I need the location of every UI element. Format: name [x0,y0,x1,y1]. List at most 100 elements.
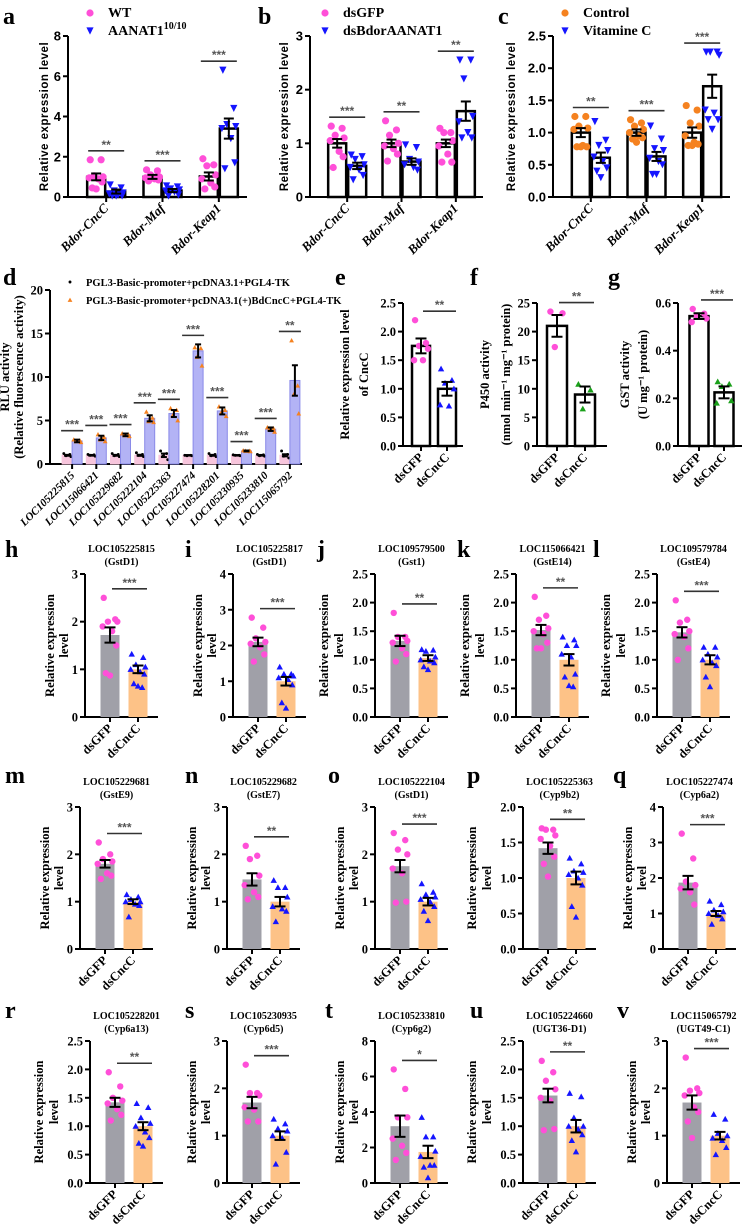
panel-label: s [185,998,194,1024]
y-tick-label: 1.0 [500,872,516,886]
y-tick-label: 4 [220,568,227,582]
y-tick-label: 2.0 [493,596,509,610]
data-point [97,156,105,164]
legend-label-text: PGL3-Basic-promoter+pcDNA3.1+PGL4-TK [86,278,291,289]
data-point [531,593,538,601]
data-point [448,158,456,166]
data-point [360,161,368,169]
legend-label-text: PGL3-Basic-promoter+pcDNA3.1(+)BdCncC+PG… [86,296,342,307]
data-point [86,27,94,35]
data-point [290,672,297,679]
data-point [242,842,249,850]
data-point [676,619,684,626]
y-axis-label: level [347,865,361,890]
data-point [682,1054,689,1061]
bar [390,866,410,949]
data-point [335,147,343,155]
panel-j: j LOC109579500 (Gst1) Relative expression le… [316,537,448,761]
data-point [135,1140,143,1146]
panel-title: LOC115066421 [519,544,585,555]
data-point [392,126,401,134]
bar [265,428,277,465]
y-tick-label: 1.5 [634,625,650,639]
data-point [122,898,129,905]
x-tick-label: Bdor-Maf [358,199,408,249]
data-point [691,901,698,908]
y-tick-label: 0 [67,943,73,957]
y-tick-label: 4 [362,1106,369,1120]
data-point [694,140,702,148]
y-tick-label: 6 [54,69,61,84]
legend-label-text: dsGFP [343,6,385,21]
data-point [283,1149,290,1155]
significance-label: *** [212,48,226,62]
data-point [561,673,569,680]
y-axis-label: (Relative fluorescence activity) [12,295,26,459]
y-tick-label: 1 [362,895,368,909]
data-point [438,158,446,166]
bar [672,632,692,717]
bar [120,434,131,465]
legend-label-text: Control [583,6,630,21]
data-point [684,616,691,623]
legend-label: Control [583,6,630,21]
y-tick-label: 0 [362,943,368,957]
panel-e: e Relative expression level of CncC 0.0 0.5 1… [335,265,463,490]
data-point [677,885,684,892]
data-point [282,1120,289,1127]
significance-label: ** [130,1050,140,1064]
data-point [161,187,170,195]
data-point [551,1125,558,1133]
data-point [150,415,155,420]
data-point [385,131,394,139]
data-point [445,402,453,409]
data-point [672,597,679,604]
data-point [412,144,421,152]
data-point [686,628,693,635]
x-tick-label: Bdor-Maf [119,199,169,249]
y-tick-label: 0.0 [67,1177,83,1191]
data-point [153,167,162,175]
bar [566,878,586,949]
data-point [118,1111,125,1119]
panel-v: v LOC115065792 (UGT49-C1) Relative expressi… [617,998,740,1227]
y-axis-label: Relative expression [185,827,199,930]
data-point [708,125,716,133]
data-point [538,1057,545,1065]
y-tick-label: 1.5 [500,836,516,850]
data-point [86,9,94,17]
data-point [107,851,114,858]
significance-label: ** [563,806,573,820]
data-point [685,645,692,652]
data-point [591,118,599,126]
y-tick-label: 15 [518,354,531,368]
data-point [424,666,432,673]
data-point [603,164,611,172]
data-point [142,663,149,670]
data-point [272,1160,280,1167]
data-point [704,116,712,124]
y-tick-label: 4 [650,801,657,815]
data-point [241,1104,248,1111]
y-tick-label: 6 [362,1070,368,1084]
panel-g: g GST activity (U mg⁻¹ protein) 0.0 0.2 0.4 0.… [608,265,742,490]
data-point [250,889,258,896]
x-tick-label: Bdor-CncC [298,200,353,255]
data-point [68,280,72,284]
panel-label: j [316,537,325,563]
panel-title: (Cyp6a13) [104,1024,148,1035]
y-tick-label: 0 [220,711,226,725]
data-point [584,124,592,132]
y-tick-label: 2 [362,848,368,862]
y-tick-label: 1 [67,895,73,909]
data-point [688,141,696,150]
data-point [417,1153,424,1159]
data-point [280,449,284,453]
data-point [639,125,648,133]
data-point [274,1125,282,1132]
data-point [274,884,282,891]
y-axis-label: Relative expression [458,594,472,697]
data-point [159,449,163,453]
y-tick-label: 0.2 [655,392,671,406]
y-tick-label: 0.5 [380,411,396,425]
